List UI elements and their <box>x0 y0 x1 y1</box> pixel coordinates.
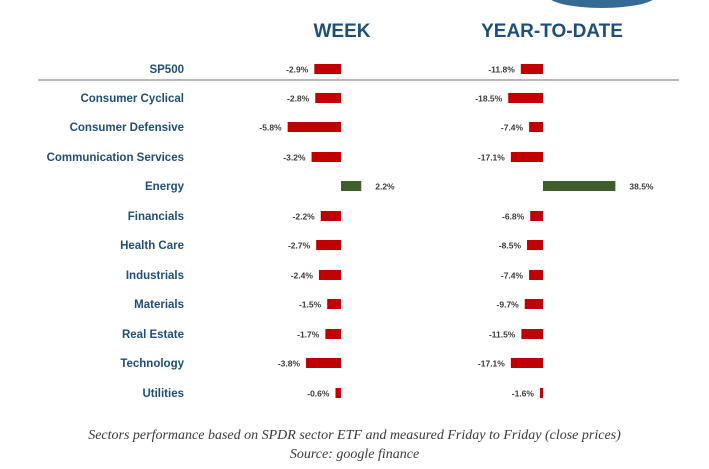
value-label: -1.7% <box>297 330 320 340</box>
bar <box>539 388 543 398</box>
bar <box>316 240 341 250</box>
category-label: Financials <box>128 211 184 223</box>
value-label: -9.7% <box>497 300 520 310</box>
bar <box>529 122 543 132</box>
panel-title: YEAR-TO-DATE <box>481 21 623 42</box>
category-label: Consumer Cyclical <box>80 93 184 105</box>
value-label: -2.4% <box>291 271 314 281</box>
value-label: -3.2% <box>283 153 306 163</box>
value-label: -7.4% <box>501 123 524 133</box>
value-label: -7.4% <box>501 271 524 281</box>
bar <box>311 152 341 162</box>
category-label: Real Estate <box>122 329 184 341</box>
category-label: Consumer Defensive <box>70 122 184 134</box>
panel-title: WEEK <box>314 21 371 42</box>
value-label: 38.5% <box>629 182 654 192</box>
value-label: -1.6% <box>512 389 535 399</box>
value-label: -2.2% <box>293 212 316 222</box>
value-label: -17.1% <box>478 359 505 369</box>
category-label: SP500 <box>149 64 184 76</box>
bar <box>530 211 543 221</box>
value-label: -2.8% <box>287 94 310 104</box>
bar <box>521 329 543 339</box>
value-label: -17.1% <box>478 153 505 163</box>
value-label: -5.8% <box>259 123 282 133</box>
category-label: Materials <box>134 299 184 311</box>
bar <box>520 64 543 74</box>
category-label: Communication Services <box>47 152 184 164</box>
bar <box>508 93 543 103</box>
value-label: -1.5% <box>299 300 322 310</box>
value-label: -11.8% <box>488 65 515 75</box>
bar <box>320 211 341 221</box>
value-label: -0.6% <box>307 389 330 399</box>
footer-note: Sectors performance based on SPDR sector… <box>88 428 621 443</box>
bar <box>524 299 543 309</box>
bar <box>510 358 543 368</box>
value-label: -2.9% <box>286 65 309 75</box>
footer-source: Source: google finance <box>289 447 420 462</box>
bar <box>529 270 543 280</box>
bar <box>335 388 341 398</box>
category-label: Energy <box>145 181 185 193</box>
bar <box>315 93 341 103</box>
bar <box>510 152 543 162</box>
bar <box>527 240 543 250</box>
bar <box>341 181 362 191</box>
value-label: -6.8% <box>502 212 525 222</box>
bar <box>287 122 341 132</box>
value-label: -2.7% <box>288 241 311 251</box>
value-label: -8.5% <box>499 241 522 251</box>
value-label: -11.5% <box>489 330 516 340</box>
bar <box>306 358 341 368</box>
value-label: -3.8% <box>278 359 301 369</box>
bar <box>327 299 341 309</box>
bar <box>318 270 341 280</box>
value-label: -18.5% <box>475 94 502 104</box>
category-label: Utilities <box>142 388 184 400</box>
category-label: Health Care <box>120 240 184 252</box>
bar <box>543 181 616 191</box>
bar <box>325 329 341 339</box>
corner-decoration <box>547 0 657 8</box>
bar <box>314 64 341 74</box>
category-label: Technology <box>120 358 184 370</box>
category-label: Industrials <box>126 270 184 282</box>
value-label: 2.2% <box>375 182 395 192</box>
